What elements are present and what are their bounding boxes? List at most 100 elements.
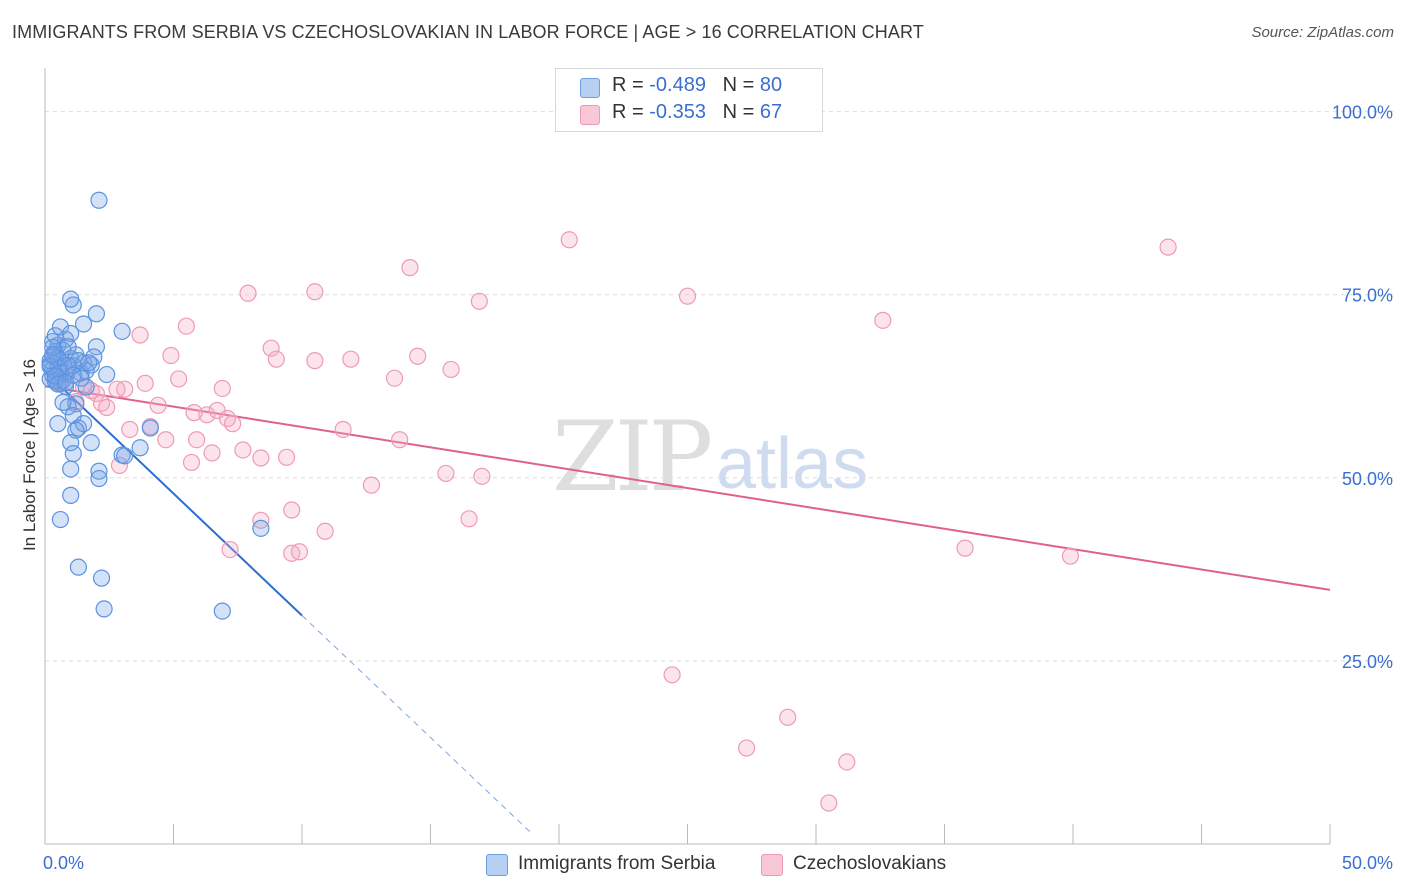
chart-title: IMMIGRANTS FROM SERBIA VS CZECHOSLOVAKIA…: [12, 22, 924, 42]
y-tick-label: 25.0%: [1342, 652, 1393, 672]
data-point-czech: [283, 501, 301, 519]
data-point-czech: [290, 543, 309, 561]
data-point-czech: [437, 464, 455, 483]
data-point-czech: [1061, 547, 1080, 565]
legend-n-value-serbia: 80: [759, 74, 783, 96]
data-point-czech: [262, 339, 280, 357]
data-point-serbia: [69, 558, 88, 576]
data-point-serbia: [82, 434, 100, 452]
data-point-serbia: [62, 434, 80, 452]
data-point-czech: [874, 311, 892, 329]
data-point-czech: [362, 476, 380, 494]
data-point-czech: [188, 431, 206, 449]
legend-n-label: N =: [722, 101, 760, 123]
x-tick-label: 0.0%: [43, 853, 84, 873]
legend-n-label: N =: [722, 74, 760, 96]
data-point-czech: [956, 539, 974, 557]
watermark-zip: ZIP: [552, 401, 711, 513]
data-point-czech: [131, 326, 149, 344]
data-point-czech: [185, 404, 203, 422]
data-point-czech: [306, 352, 324, 370]
data-point-serbia: [62, 290, 80, 308]
data-point-czech: [460, 510, 478, 528]
data-point-serbia: [131, 439, 149, 457]
data-point-czech: [252, 449, 270, 467]
data-point-serbia: [62, 324, 80, 343]
data-point-czech: [306, 283, 324, 301]
data-point-serbia: [49, 415, 67, 433]
data-point-serbia: [252, 519, 270, 537]
data-point-czech: [108, 380, 126, 398]
data-point-czech: [342, 350, 360, 368]
data-point-czech: [470, 292, 488, 310]
bottom-legend-label-serbia: Immigrants from Serbia: [518, 853, 716, 874]
data-point-serbia: [80, 354, 98, 372]
data-point-czech: [267, 350, 285, 368]
data-point-czech: [149, 396, 167, 414]
data-point-czech: [442, 360, 460, 379]
trendline-serbia-extension: [301, 615, 532, 833]
data-point-serbia: [213, 602, 231, 620]
watermark-atlas: atlas: [716, 424, 868, 504]
data-point-czech: [409, 347, 427, 365]
data-point-serbia: [54, 393, 72, 411]
trendline-serbia: [44, 370, 303, 617]
data-point-czech: [838, 753, 856, 771]
trendline-czech: [44, 385, 1331, 591]
data-point-czech: [203, 444, 221, 462]
data-point-czech: [234, 441, 252, 459]
bottom-legend-swatch-czech: [761, 854, 783, 876]
y-axis-label: In Labor Force | Age > 16: [20, 358, 39, 552]
data-point-czech: [385, 369, 404, 387]
data-point-serbia: [87, 338, 106, 356]
data-point-czech: [391, 431, 409, 449]
legend-swatch-czech: [580, 105, 600, 125]
bottom-legend-swatch-serbia: [486, 854, 508, 876]
data-point-serbia: [77, 378, 95, 396]
data-point-czech: [678, 287, 697, 305]
data-point-czech: [136, 374, 154, 392]
data-point-serbia: [74, 315, 93, 333]
data-point-serbia: [44, 338, 62, 357]
data-point-serbia: [90, 191, 108, 209]
data-point-serbia: [87, 305, 106, 323]
data-point-czech: [820, 794, 838, 812]
legend-r-label: R =: [612, 101, 650, 123]
data-point-czech: [277, 448, 296, 466]
data-point-czech: [121, 420, 139, 439]
legend-swatch-serbia: [580, 78, 600, 98]
y-tick-label: 100.0%: [1332, 103, 1393, 123]
x-tick-label: 50.0%: [1342, 853, 1393, 873]
data-point-czech: [218, 409, 237, 428]
bottom-legend-label-czech: Czechoslovakians: [793, 853, 947, 874]
data-point-serbia: [92, 569, 111, 587]
data-point-czech: [98, 398, 116, 417]
data-point-czech: [401, 259, 419, 277]
data-point-czech: [157, 431, 175, 449]
data-point-czech: [663, 666, 681, 684]
data-point-czech: [738, 739, 756, 757]
data-point-czech: [334, 420, 352, 439]
data-point-serbia: [59, 357, 77, 375]
data-point-serbia: [56, 374, 75, 392]
data-point-czech: [224, 415, 242, 433]
data-point-czech: [1159, 238, 1177, 256]
data-point-czech: [87, 384, 106, 403]
data-point-serbia: [44, 346, 62, 364]
data-point-czech: [198, 406, 216, 424]
data-point-czech: [221, 540, 239, 559]
data-point-serbia: [95, 600, 113, 618]
y-tick-label: 50.0%: [1342, 469, 1393, 489]
legend-n-value-czech: 67: [759, 101, 783, 123]
legend-r-value-serbia: -0.489: [649, 74, 706, 96]
data-point-czech: [473, 467, 491, 485]
data-point-serbia: [90, 462, 108, 480]
data-point-czech: [182, 453, 201, 472]
data-point-serbia: [141, 419, 159, 437]
data-point-czech: [316, 522, 334, 540]
data-point-serbia: [113, 322, 131, 340]
source-credit: Source: ZipAtlas.com: [1251, 24, 1394, 41]
data-point-czech: [779, 708, 797, 726]
legend-r-label: R =: [612, 74, 650, 96]
